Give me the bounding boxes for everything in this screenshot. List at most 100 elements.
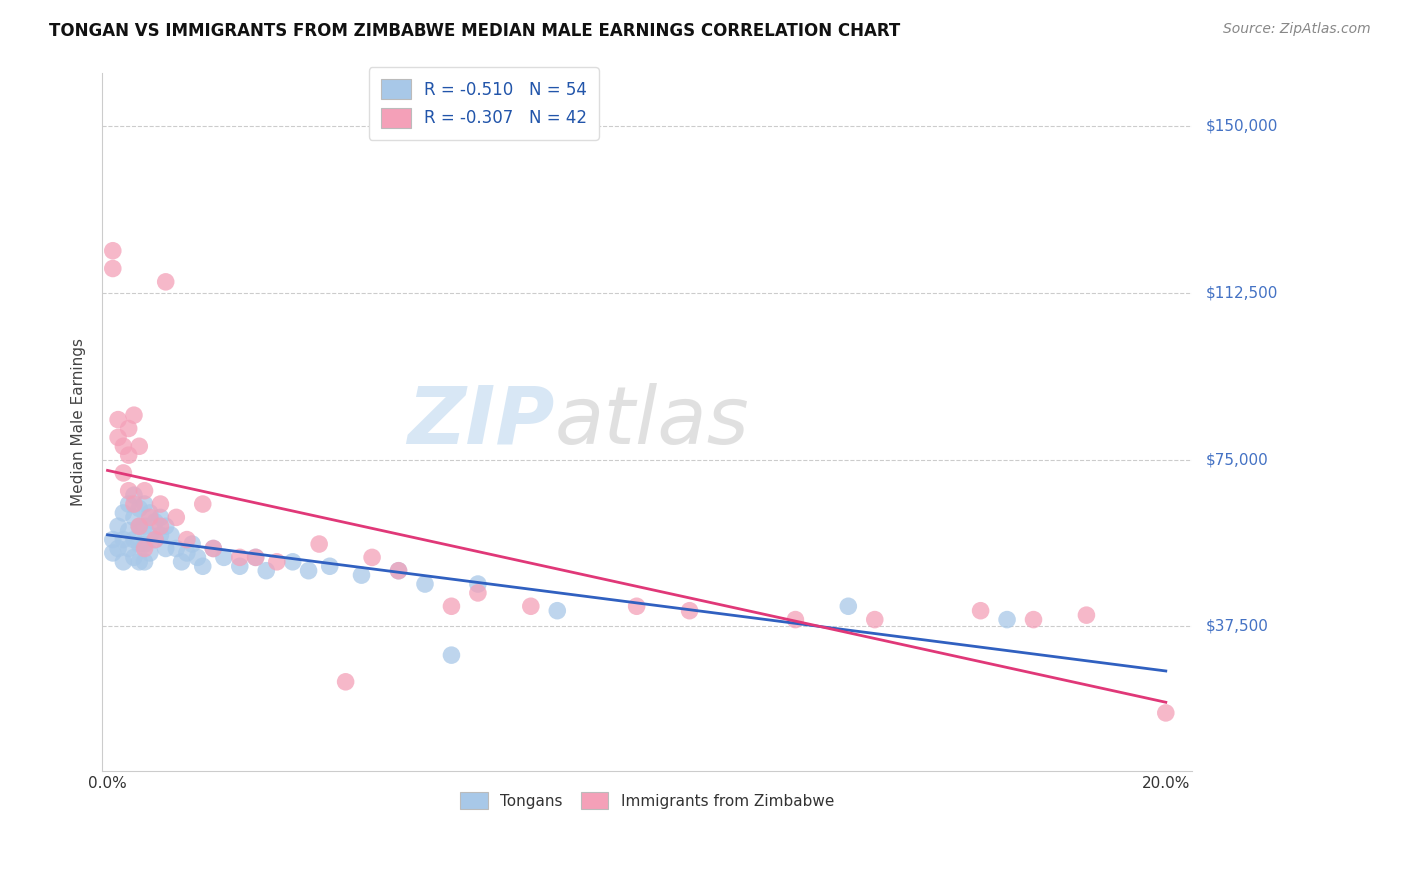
Point	[134, 537, 156, 551]
Point	[361, 550, 384, 565]
Point	[229, 559, 252, 574]
Point	[134, 541, 156, 556]
Point	[297, 564, 319, 578]
Y-axis label: Median Male Earnings: Median Male Earnings	[72, 338, 86, 506]
Point	[413, 577, 436, 591]
Point	[107, 519, 129, 533]
Point	[122, 408, 145, 422]
Point	[319, 559, 342, 574]
Point	[170, 555, 193, 569]
Point	[155, 541, 177, 556]
Point	[118, 524, 141, 538]
Point	[176, 533, 198, 547]
Point	[969, 604, 991, 618]
Point	[229, 550, 252, 565]
Point	[128, 501, 150, 516]
Point	[160, 528, 183, 542]
Point	[181, 537, 204, 551]
Point	[107, 541, 129, 556]
Point	[202, 541, 225, 556]
Point	[440, 648, 463, 662]
Point	[112, 555, 135, 569]
Point	[149, 528, 172, 542]
Point	[134, 483, 156, 498]
Text: $150,000: $150,000	[1206, 119, 1278, 134]
Point	[134, 497, 156, 511]
Point	[149, 519, 172, 533]
Text: Source: ZipAtlas.com: Source: ZipAtlas.com	[1223, 22, 1371, 37]
Point	[1076, 608, 1098, 623]
Point	[118, 497, 141, 511]
Point	[101, 261, 124, 276]
Point	[266, 555, 288, 569]
Text: ZIP: ZIP	[408, 383, 554, 461]
Point	[308, 537, 330, 551]
Point	[165, 510, 187, 524]
Point	[335, 674, 357, 689]
Text: $112,500: $112,500	[1206, 285, 1278, 301]
Point	[101, 244, 124, 258]
Point	[863, 613, 886, 627]
Point	[139, 506, 162, 520]
Point	[155, 275, 177, 289]
Point	[128, 519, 150, 533]
Point	[995, 613, 1018, 627]
Point	[122, 550, 145, 565]
Point	[101, 533, 124, 547]
Point	[118, 541, 141, 556]
Point	[1154, 706, 1177, 720]
Point	[122, 497, 145, 511]
Point	[112, 533, 135, 547]
Point	[107, 412, 129, 426]
Point	[191, 559, 214, 574]
Point	[118, 483, 141, 498]
Text: TONGAN VS IMMIGRANTS FROM ZIMBABWE MEDIAN MALE EARNINGS CORRELATION CHART: TONGAN VS IMMIGRANTS FROM ZIMBABWE MEDIA…	[49, 22, 900, 40]
Point	[281, 555, 304, 569]
Point	[254, 564, 277, 578]
Point	[118, 421, 141, 435]
Text: $75,000: $75,000	[1206, 452, 1268, 467]
Point	[350, 568, 373, 582]
Point	[107, 430, 129, 444]
Point	[128, 555, 150, 569]
Point	[245, 550, 267, 565]
Point	[139, 528, 162, 542]
Point	[837, 599, 859, 614]
Point	[155, 519, 177, 533]
Point	[134, 555, 156, 569]
Point	[122, 533, 145, 547]
Point	[467, 586, 489, 600]
Point	[122, 510, 145, 524]
Point	[101, 546, 124, 560]
Point	[143, 533, 166, 547]
Point	[202, 541, 225, 556]
Point	[139, 510, 162, 524]
Point	[387, 564, 409, 578]
Point	[467, 577, 489, 591]
Point	[128, 519, 150, 533]
Point	[520, 599, 543, 614]
Point	[1022, 613, 1045, 627]
Point	[785, 613, 807, 627]
Point	[440, 599, 463, 614]
Point	[134, 519, 156, 533]
Point	[112, 466, 135, 480]
Point	[165, 541, 187, 556]
Point	[128, 439, 150, 453]
Point	[245, 550, 267, 565]
Point	[128, 537, 150, 551]
Point	[678, 604, 700, 618]
Point	[149, 497, 172, 511]
Point	[186, 550, 208, 565]
Point	[149, 510, 172, 524]
Point	[122, 488, 145, 502]
Point	[546, 604, 568, 618]
Text: atlas: atlas	[554, 383, 749, 461]
Point	[112, 506, 135, 520]
Point	[176, 546, 198, 560]
Point	[626, 599, 648, 614]
Point	[143, 515, 166, 529]
Legend: Tongans, Immigrants from Zimbabwe: Tongans, Immigrants from Zimbabwe	[454, 786, 841, 815]
Point	[212, 550, 235, 565]
Text: $37,500: $37,500	[1206, 619, 1270, 633]
